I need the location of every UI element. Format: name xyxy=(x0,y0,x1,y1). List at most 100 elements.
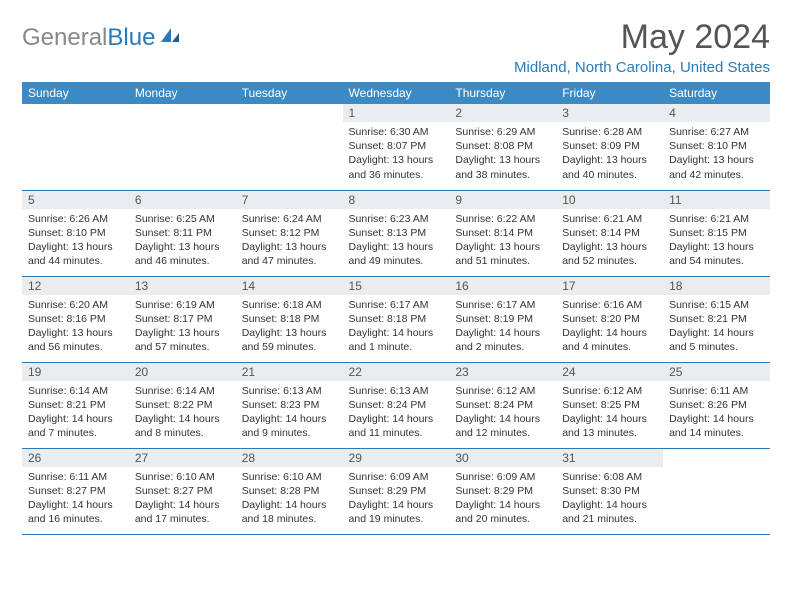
day-details: Sunrise: 6:12 AMSunset: 8:24 PMDaylight:… xyxy=(449,381,556,445)
day-details: Sunrise: 6:21 AMSunset: 8:14 PMDaylight:… xyxy=(556,209,663,273)
day-details: Sunrise: 6:18 AMSunset: 8:18 PMDaylight:… xyxy=(236,295,343,359)
day-details: Sunrise: 6:25 AMSunset: 8:11 PMDaylight:… xyxy=(129,209,236,273)
day-number: 22 xyxy=(343,363,450,381)
month-title: May 2024 xyxy=(514,18,770,57)
day-number: 31 xyxy=(556,449,663,467)
day-details: Sunrise: 6:13 AMSunset: 8:24 PMDaylight:… xyxy=(343,381,450,445)
day-number: 23 xyxy=(449,363,556,381)
calendar-week-row: 12Sunrise: 6:20 AMSunset: 8:16 PMDayligh… xyxy=(22,276,770,362)
day-details: Sunrise: 6:09 AMSunset: 8:29 PMDaylight:… xyxy=(343,467,450,531)
day-details: Sunrise: 6:30 AMSunset: 8:07 PMDaylight:… xyxy=(343,122,450,186)
day-header: Thursday xyxy=(449,82,556,104)
calendar-cell: 22Sunrise: 6:13 AMSunset: 8:24 PMDayligh… xyxy=(343,362,450,448)
calendar-cell: 9Sunrise: 6:22 AMSunset: 8:14 PMDaylight… xyxy=(449,190,556,276)
day-number: 17 xyxy=(556,277,663,295)
day-number: 30 xyxy=(449,449,556,467)
day-details: Sunrise: 6:11 AMSunset: 8:27 PMDaylight:… xyxy=(22,467,129,531)
day-number: 28 xyxy=(236,449,343,467)
day-details: Sunrise: 6:11 AMSunset: 8:26 PMDaylight:… xyxy=(663,381,770,445)
day-details: Sunrise: 6:13 AMSunset: 8:23 PMDaylight:… xyxy=(236,381,343,445)
day-details: Sunrise: 6:17 AMSunset: 8:19 PMDaylight:… xyxy=(449,295,556,359)
day-details: Sunrise: 6:20 AMSunset: 8:16 PMDaylight:… xyxy=(22,295,129,359)
calendar-cell: 21Sunrise: 6:13 AMSunset: 8:23 PMDayligh… xyxy=(236,362,343,448)
day-number: 7 xyxy=(236,191,343,209)
day-header-row: Sunday Monday Tuesday Wednesday Thursday… xyxy=(22,82,770,104)
day-header: Saturday xyxy=(663,82,770,104)
day-details: Sunrise: 6:26 AMSunset: 8:10 PMDaylight:… xyxy=(22,209,129,273)
day-details: Sunrise: 6:24 AMSunset: 8:12 PMDaylight:… xyxy=(236,209,343,273)
calendar-cell: 31Sunrise: 6:08 AMSunset: 8:30 PMDayligh… xyxy=(556,448,663,534)
calendar-week-row: 26Sunrise: 6:11 AMSunset: 8:27 PMDayligh… xyxy=(22,448,770,534)
day-number: 13 xyxy=(129,277,236,295)
day-number: 10 xyxy=(556,191,663,209)
day-details: Sunrise: 6:21 AMSunset: 8:15 PMDaylight:… xyxy=(663,209,770,273)
page-header: GeneralBlue May 2024 Midland, North Caro… xyxy=(22,18,770,76)
day-number: 18 xyxy=(663,277,770,295)
day-details: Sunrise: 6:17 AMSunset: 8:18 PMDaylight:… xyxy=(343,295,450,359)
day-header: Wednesday xyxy=(343,82,450,104)
calendar-week-row: 19Sunrise: 6:14 AMSunset: 8:21 PMDayligh… xyxy=(22,362,770,448)
calendar-cell: . xyxy=(236,104,343,190)
calendar-cell: 14Sunrise: 6:18 AMSunset: 8:18 PMDayligh… xyxy=(236,276,343,362)
calendar-cell: . xyxy=(22,104,129,190)
day-number: 4 xyxy=(663,104,770,122)
calendar-cell: 27Sunrise: 6:10 AMSunset: 8:27 PMDayligh… xyxy=(129,448,236,534)
day-header: Tuesday xyxy=(236,82,343,104)
day-header: Friday xyxy=(556,82,663,104)
day-number: 5 xyxy=(22,191,129,209)
day-number: 9 xyxy=(449,191,556,209)
day-number: 1 xyxy=(343,104,450,122)
day-number: 8 xyxy=(343,191,450,209)
day-details: Sunrise: 6:16 AMSunset: 8:20 PMDaylight:… xyxy=(556,295,663,359)
day-details: Sunrise: 6:28 AMSunset: 8:09 PMDaylight:… xyxy=(556,122,663,186)
day-number: 25 xyxy=(663,363,770,381)
calendar-cell: 6Sunrise: 6:25 AMSunset: 8:11 PMDaylight… xyxy=(129,190,236,276)
day-details: Sunrise: 6:14 AMSunset: 8:21 PMDaylight:… xyxy=(22,381,129,445)
calendar-cell: 12Sunrise: 6:20 AMSunset: 8:16 PMDayligh… xyxy=(22,276,129,362)
calendar-cell: 23Sunrise: 6:12 AMSunset: 8:24 PMDayligh… xyxy=(449,362,556,448)
calendar-cell: 7Sunrise: 6:24 AMSunset: 8:12 PMDaylight… xyxy=(236,190,343,276)
calendar-table: Sunday Monday Tuesday Wednesday Thursday… xyxy=(22,82,770,535)
day-number: 11 xyxy=(663,191,770,209)
calendar-cell: 26Sunrise: 6:11 AMSunset: 8:27 PMDayligh… xyxy=(22,448,129,534)
day-number: 16 xyxy=(449,277,556,295)
calendar-cell: 16Sunrise: 6:17 AMSunset: 8:19 PMDayligh… xyxy=(449,276,556,362)
calendar-week-row: 5Sunrise: 6:26 AMSunset: 8:10 PMDaylight… xyxy=(22,190,770,276)
calendar-cell: 1Sunrise: 6:30 AMSunset: 8:07 PMDaylight… xyxy=(343,104,450,190)
day-number: 15 xyxy=(343,277,450,295)
calendar-week-row: ...1Sunrise: 6:30 AMSunset: 8:07 PMDayli… xyxy=(22,104,770,190)
day-details: Sunrise: 6:09 AMSunset: 8:29 PMDaylight:… xyxy=(449,467,556,531)
title-block: May 2024 Midland, North Carolina, United… xyxy=(514,18,770,76)
day-header: Monday xyxy=(129,82,236,104)
day-header: Sunday xyxy=(22,82,129,104)
day-number: 20 xyxy=(129,363,236,381)
day-details: Sunrise: 6:08 AMSunset: 8:30 PMDaylight:… xyxy=(556,467,663,531)
calendar-cell: . xyxy=(129,104,236,190)
calendar-cell: 29Sunrise: 6:09 AMSunset: 8:29 PMDayligh… xyxy=(343,448,450,534)
day-details: Sunrise: 6:23 AMSunset: 8:13 PMDaylight:… xyxy=(343,209,450,273)
day-number: 21 xyxy=(236,363,343,381)
calendar-cell: 2Sunrise: 6:29 AMSunset: 8:08 PMDaylight… xyxy=(449,104,556,190)
calendar-cell: 19Sunrise: 6:14 AMSunset: 8:21 PMDayligh… xyxy=(22,362,129,448)
calendar-cell: 10Sunrise: 6:21 AMSunset: 8:14 PMDayligh… xyxy=(556,190,663,276)
day-number: 3 xyxy=(556,104,663,122)
day-details: Sunrise: 6:15 AMSunset: 8:21 PMDaylight:… xyxy=(663,295,770,359)
logo-text-part1: General xyxy=(22,24,107,51)
calendar-cell: 8Sunrise: 6:23 AMSunset: 8:13 PMDaylight… xyxy=(343,190,450,276)
calendar-cell: 24Sunrise: 6:12 AMSunset: 8:25 PMDayligh… xyxy=(556,362,663,448)
location-text: Midland, North Carolina, United States xyxy=(514,59,770,76)
day-number: 6 xyxy=(129,191,236,209)
sail-icon xyxy=(159,26,181,51)
calendar-cell: . xyxy=(663,448,770,534)
day-details: Sunrise: 6:10 AMSunset: 8:27 PMDaylight:… xyxy=(129,467,236,531)
day-number: 29 xyxy=(343,449,450,467)
day-number: 26 xyxy=(22,449,129,467)
calendar-cell: 30Sunrise: 6:09 AMSunset: 8:29 PMDayligh… xyxy=(449,448,556,534)
day-details: Sunrise: 6:12 AMSunset: 8:25 PMDaylight:… xyxy=(556,381,663,445)
calendar-cell: 28Sunrise: 6:10 AMSunset: 8:28 PMDayligh… xyxy=(236,448,343,534)
day-details: Sunrise: 6:27 AMSunset: 8:10 PMDaylight:… xyxy=(663,122,770,186)
calendar-cell: 3Sunrise: 6:28 AMSunset: 8:09 PMDaylight… xyxy=(556,104,663,190)
day-details: Sunrise: 6:22 AMSunset: 8:14 PMDaylight:… xyxy=(449,209,556,273)
day-details: Sunrise: 6:10 AMSunset: 8:28 PMDaylight:… xyxy=(236,467,343,531)
calendar-cell: 18Sunrise: 6:15 AMSunset: 8:21 PMDayligh… xyxy=(663,276,770,362)
